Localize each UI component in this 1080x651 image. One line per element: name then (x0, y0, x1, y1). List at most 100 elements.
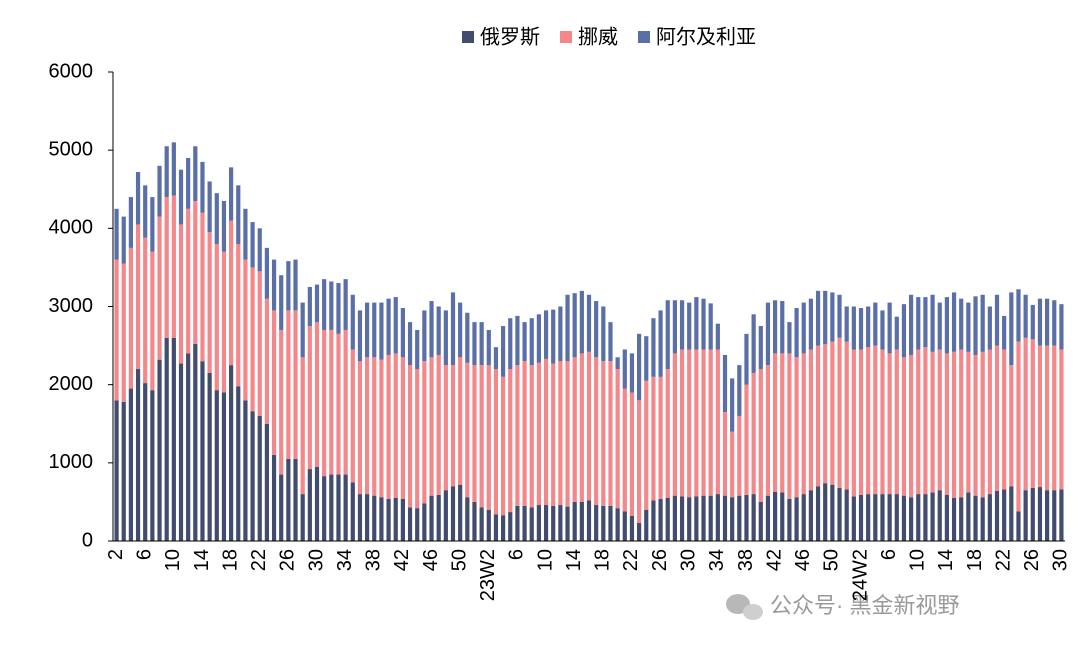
x-tick-label: 22 (992, 549, 1014, 571)
bar-segment (393, 353, 398, 499)
bar-segment (186, 208, 191, 354)
bar-segment (200, 212, 205, 362)
bar-segment (536, 362, 541, 506)
bar-segment (815, 290, 821, 346)
x-tick-label: 38 (735, 549, 757, 571)
bar-segment (844, 489, 849, 541)
bar-segment (1045, 345, 1050, 491)
x-tick-label: 46 (792, 549, 814, 571)
bar-segment (472, 322, 477, 366)
bar-segment (250, 267, 255, 412)
bar-segment (765, 302, 771, 366)
bar-segment (808, 490, 813, 541)
bar-segment (1016, 289, 1021, 342)
bar-segment (937, 302, 942, 350)
bar-segment (543, 505, 549, 541)
bar-segment (601, 505, 606, 541)
x-tick-label: 6 (878, 549, 900, 560)
x-tick-label: 14 (563, 549, 585, 571)
watermark: 公众号· 黑金新视野 (770, 593, 959, 618)
bar-segment (980, 351, 985, 498)
y-tick-label: 2000 (49, 373, 94, 395)
bar-segment (951, 351, 957, 499)
bar-segment (765, 495, 771, 541)
bar-segment (307, 469, 312, 541)
x-tick-label: 50 (448, 549, 470, 571)
x-tick-label: 6 (133, 549, 155, 560)
bar-segment (837, 337, 842, 488)
bar-segment (336, 333, 341, 475)
bar-segment (429, 495, 434, 541)
bar-segment (379, 359, 384, 498)
bar-segment (880, 349, 885, 495)
x-tick-label: 22 (248, 549, 270, 571)
bar-segment (1030, 487, 1035, 541)
bar-segment (730, 431, 735, 498)
bar-segment (214, 243, 219, 391)
bar-segment (966, 302, 971, 352)
bar-segment (1009, 486, 1014, 541)
bar-segment (1037, 487, 1043, 541)
bar-segment (221, 200, 227, 252)
bar-segment (966, 351, 971, 493)
bar-segment (193, 146, 198, 201)
bar-segment (558, 361, 563, 506)
bar-segment (443, 365, 448, 491)
bar-segment (966, 492, 971, 541)
bar-segment (1009, 365, 1014, 487)
x-tick-label: 18 (964, 549, 986, 571)
bar-segment (157, 216, 162, 360)
legend-label: 挪威 (578, 25, 618, 48)
bar-segment (844, 306, 849, 342)
bar-segment (536, 505, 541, 541)
bar-segment (350, 294, 355, 350)
bar-segment (1016, 341, 1021, 512)
bar-segment (178, 363, 184, 541)
bar-segment (379, 302, 384, 360)
bar-segment (329, 329, 334, 475)
bar-segment (744, 494, 749, 541)
bar-segment (243, 400, 248, 541)
bar-segment (121, 216, 126, 264)
bar-segment (644, 336, 649, 381)
x-tick-label: 18 (592, 549, 614, 571)
bar-segment (271, 310, 277, 456)
x-tick-label: 10 (534, 549, 556, 571)
bar-segment (579, 290, 584, 354)
bar-segment (916, 349, 921, 495)
bar-segment (429, 301, 434, 358)
bar-segment (579, 501, 584, 541)
bar-segment (780, 353, 785, 493)
x-tick-label: 30 (305, 549, 327, 571)
watermark-icon (726, 594, 763, 620)
bar-segment (465, 497, 470, 541)
bar-segment (271, 259, 277, 311)
bar-segment (522, 322, 527, 362)
bar-segment (543, 310, 549, 359)
bar-segment (672, 300, 677, 354)
bar-segment (157, 359, 162, 541)
bar-segment (980, 294, 985, 352)
bar-segment (737, 495, 742, 541)
bar-segment (207, 232, 212, 373)
bar-segment (1030, 304, 1035, 340)
bar-segment (501, 376, 506, 516)
bar-segment (987, 494, 992, 541)
bar-segment (773, 300, 778, 354)
bar-segment (229, 365, 234, 541)
bar-segment (679, 496, 685, 541)
bar-segment (307, 326, 312, 470)
bar-segment (894, 494, 899, 541)
bar-segment (407, 322, 413, 366)
bar-segment (458, 357, 463, 485)
bar-segment (472, 501, 477, 541)
bar-segment (493, 347, 499, 370)
x-tick-label: 22 (620, 549, 642, 571)
bar-segment (787, 322, 792, 354)
bar-segment (400, 308, 405, 358)
bar-segment (701, 349, 706, 496)
bar-segment (486, 365, 491, 510)
bar-segment (722, 495, 728, 541)
bar-segment (887, 494, 892, 541)
bar-segment (207, 181, 212, 233)
